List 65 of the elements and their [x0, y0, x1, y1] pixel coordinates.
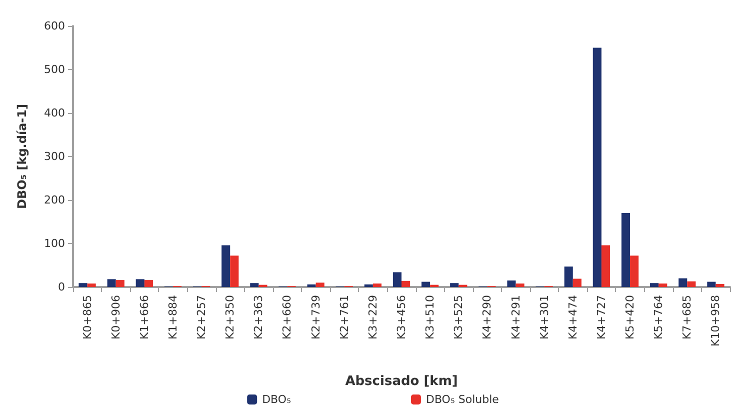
- bar: [658, 284, 668, 287]
- y-tick-label: 400: [44, 106, 65, 120]
- bar: [364, 284, 373, 287]
- bar: [136, 279, 144, 287]
- x-tick-label: K3+525: [452, 295, 466, 340]
- x-tick-label: K10+958: [709, 295, 722, 346]
- legend-label: DBO₅ Soluble: [426, 393, 500, 406]
- x-axis-title: Abscisado [km]: [345, 374, 458, 389]
- y-tick-label: 500: [44, 63, 65, 76]
- x-tick-label: K0+865: [80, 295, 94, 340]
- x-tick-label: K4+301: [538, 295, 551, 340]
- x-tick-label: K1+884: [166, 295, 180, 340]
- legend-label: DBO₅: [262, 393, 291, 406]
- bar: [116, 280, 124, 287]
- x-tick-label: K0+906: [109, 295, 122, 340]
- x-tick-label: K2+660: [280, 295, 294, 340]
- bar: [716, 284, 724, 287]
- y-tick-label: 100: [44, 237, 65, 250]
- x-tick-label: K4+291: [509, 295, 522, 340]
- bar: [144, 280, 153, 287]
- bar: [392, 272, 402, 287]
- y-tick-label: 600: [44, 20, 65, 32]
- x-tick-label: K2+761: [338, 295, 351, 340]
- bar: [572, 278, 582, 287]
- x-tick-label: K2+350: [224, 295, 237, 340]
- bar: [307, 284, 316, 287]
- x-tick-label: K3+456: [395, 295, 408, 340]
- bar: [78, 283, 88, 287]
- x-tick-label: K4+727: [594, 295, 608, 340]
- bar: [621, 213, 630, 287]
- bar: [516, 284, 524, 287]
- bar: [316, 282, 324, 287]
- x-tick-label: K4+290: [480, 295, 494, 340]
- y-tick-label: 0: [58, 280, 65, 294]
- x-tick-label: K2+363: [252, 295, 266, 340]
- bar: [107, 279, 116, 287]
- bar: [450, 283, 459, 287]
- x-tick-label: K3+229: [366, 295, 380, 340]
- y-tick-label: 200: [44, 194, 65, 206]
- bar: [564, 266, 573, 287]
- bar: [250, 283, 259, 287]
- x-tick-label: K4+474: [566, 295, 580, 340]
- bar: [678, 278, 688, 287]
- bar: [402, 280, 410, 287]
- bar: [87, 284, 96, 287]
- x-tick-label: K2+739: [309, 295, 322, 340]
- bar: [222, 245, 230, 287]
- bar: [421, 282, 430, 287]
- x-tick-label: K3+510: [424, 295, 437, 340]
- x-tick-label: K5+420: [624, 295, 637, 340]
- x-tick-label: K5+764: [652, 295, 666, 340]
- bar: [601, 245, 610, 287]
- bar: [650, 283, 659, 287]
- bar: [507, 280, 516, 287]
- y-tick-label: 300: [44, 150, 65, 163]
- x-tick-label: K7+685: [680, 295, 694, 340]
- x-tick-label: K1+666: [138, 295, 151, 340]
- bar: [707, 282, 716, 287]
- x-tick-label: K2+257: [195, 295, 208, 340]
- bar: [630, 256, 639, 287]
- bar: [592, 48, 602, 287]
- y-axis-title: DBO₅ [kg.día-1]: [15, 104, 29, 209]
- bar: [230, 256, 239, 287]
- bar: [372, 284, 382, 287]
- bar: [687, 281, 696, 287]
